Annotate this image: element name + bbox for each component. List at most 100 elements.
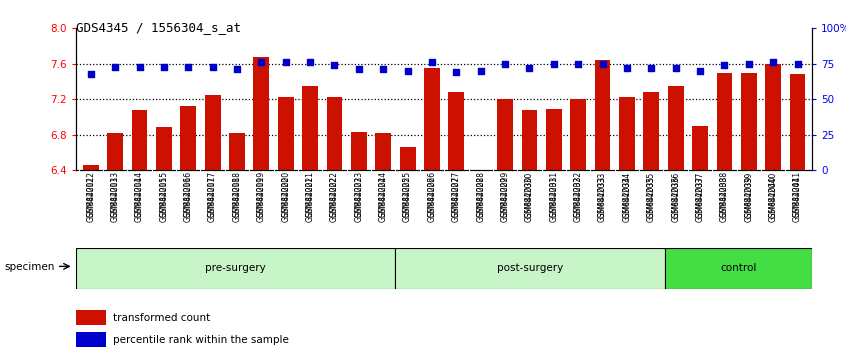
Text: GSM842032: GSM842032 bbox=[574, 176, 583, 222]
Point bbox=[426, 59, 439, 65]
Text: GSM842021: GSM842021 bbox=[305, 176, 315, 222]
Text: GSM842039: GSM842039 bbox=[744, 176, 753, 222]
Text: control: control bbox=[721, 263, 756, 273]
Bar bbox=[229, 133, 244, 354]
Bar bbox=[448, 92, 464, 354]
Text: GSM842028: GSM842028 bbox=[476, 176, 486, 222]
Bar bbox=[395, 248, 665, 289]
Text: GSM842012: GSM842012 bbox=[86, 176, 96, 222]
Text: GSM842023: GSM842023 bbox=[354, 176, 363, 222]
Text: GSM842022: GSM842022 bbox=[330, 176, 339, 222]
Text: GSM842030: GSM842030 bbox=[525, 176, 534, 222]
Bar bbox=[546, 109, 562, 354]
Point bbox=[498, 61, 512, 67]
Text: GSM842036: GSM842036 bbox=[671, 176, 680, 222]
Text: GSM842029: GSM842029 bbox=[501, 176, 509, 222]
Text: GSM842027: GSM842027 bbox=[452, 176, 461, 222]
Bar bbox=[521, 110, 537, 354]
Bar bbox=[399, 147, 415, 354]
Bar bbox=[717, 73, 733, 354]
Bar bbox=[789, 74, 805, 354]
Bar bbox=[205, 95, 221, 354]
Point bbox=[474, 68, 487, 74]
Text: GSM842015: GSM842015 bbox=[159, 176, 168, 222]
Bar bbox=[76, 332, 106, 347]
Point bbox=[108, 64, 122, 69]
Bar bbox=[351, 132, 367, 354]
Text: GSM842026: GSM842026 bbox=[427, 176, 437, 222]
Point bbox=[206, 64, 219, 69]
Bar bbox=[644, 92, 659, 354]
Point bbox=[547, 61, 561, 67]
Text: GSM842025: GSM842025 bbox=[403, 176, 412, 222]
Point bbox=[376, 67, 390, 72]
Point bbox=[84, 71, 97, 76]
Point bbox=[230, 67, 244, 72]
Text: post-surgery: post-surgery bbox=[497, 263, 563, 273]
Bar bbox=[83, 165, 99, 354]
Text: GSM842024: GSM842024 bbox=[379, 176, 387, 222]
Bar bbox=[595, 60, 611, 354]
Text: GSM842031: GSM842031 bbox=[549, 176, 558, 222]
Text: GDS4345 / 1556304_s_at: GDS4345 / 1556304_s_at bbox=[76, 21, 241, 34]
Text: GSM842037: GSM842037 bbox=[695, 176, 705, 222]
Text: GSM842033: GSM842033 bbox=[598, 176, 607, 222]
Bar bbox=[667, 86, 684, 354]
Text: transformed count: transformed count bbox=[113, 313, 210, 322]
Point bbox=[157, 64, 171, 69]
Bar bbox=[376, 133, 391, 354]
Point bbox=[133, 64, 146, 69]
Text: GSM842016: GSM842016 bbox=[184, 176, 193, 222]
Point bbox=[669, 65, 683, 71]
Text: specimen: specimen bbox=[4, 262, 55, 272]
Point bbox=[304, 59, 317, 65]
Bar bbox=[766, 64, 781, 354]
Bar bbox=[132, 110, 147, 354]
Text: percentile rank within the sample: percentile rank within the sample bbox=[113, 335, 288, 345]
Bar bbox=[741, 73, 756, 354]
Point bbox=[401, 68, 415, 74]
Bar bbox=[619, 97, 634, 354]
Point bbox=[523, 65, 536, 71]
Point bbox=[645, 65, 658, 71]
Bar bbox=[665, 248, 812, 289]
Bar bbox=[76, 248, 395, 289]
Text: GSM842034: GSM842034 bbox=[623, 176, 631, 222]
Bar bbox=[302, 86, 318, 354]
Text: GSM842014: GSM842014 bbox=[135, 176, 144, 222]
Point bbox=[352, 67, 365, 72]
Point bbox=[571, 61, 585, 67]
Point bbox=[255, 59, 268, 65]
Bar bbox=[692, 126, 708, 354]
Text: pre-surgery: pre-surgery bbox=[206, 263, 266, 273]
Point bbox=[620, 65, 634, 71]
Bar bbox=[180, 106, 196, 354]
Point bbox=[327, 62, 341, 68]
Point bbox=[693, 68, 706, 74]
Point bbox=[791, 61, 805, 67]
Text: GSM842038: GSM842038 bbox=[720, 176, 729, 222]
Bar bbox=[473, 170, 489, 354]
Text: GSM842017: GSM842017 bbox=[208, 176, 217, 222]
Point bbox=[596, 61, 609, 67]
Bar bbox=[570, 99, 586, 354]
Text: GSM842040: GSM842040 bbox=[769, 176, 777, 222]
Text: GSM842019: GSM842019 bbox=[257, 176, 266, 222]
Point bbox=[182, 64, 195, 69]
Point bbox=[766, 59, 780, 65]
Bar bbox=[76, 310, 106, 325]
Bar bbox=[156, 127, 172, 354]
Bar bbox=[424, 68, 440, 354]
Bar bbox=[497, 99, 513, 354]
Text: GSM842020: GSM842020 bbox=[281, 176, 290, 222]
Text: GSM842018: GSM842018 bbox=[233, 176, 241, 222]
Point bbox=[717, 62, 731, 68]
Text: GSM842013: GSM842013 bbox=[111, 176, 119, 222]
Bar bbox=[277, 97, 294, 354]
Text: GSM842035: GSM842035 bbox=[647, 176, 656, 222]
Bar bbox=[327, 97, 343, 354]
Point bbox=[279, 59, 293, 65]
Bar bbox=[254, 57, 269, 354]
Point bbox=[742, 61, 755, 67]
Text: GSM842041: GSM842041 bbox=[793, 176, 802, 222]
